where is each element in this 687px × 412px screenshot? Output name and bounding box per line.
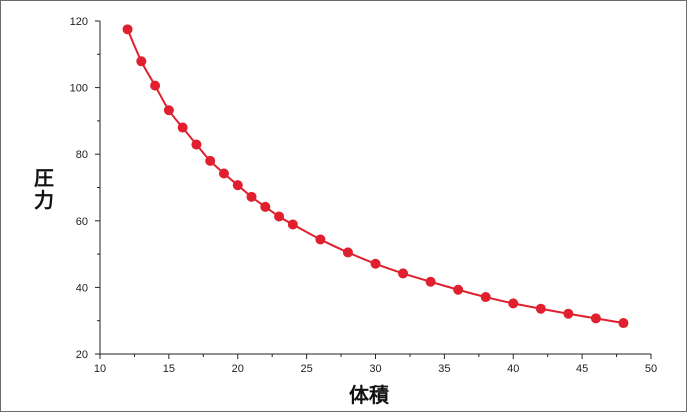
x-tick-label: 50: [645, 363, 657, 375]
data-point: [218, 168, 229, 179]
data-point: [122, 24, 133, 35]
x-tick-label: 30: [369, 363, 381, 375]
x-tick-label: 25: [301, 363, 313, 375]
y-tick-label: 100: [70, 83, 88, 95]
data-point: [260, 201, 271, 212]
plot-area: [122, 24, 629, 329]
data-point: [150, 80, 161, 91]
data-point: [425, 276, 436, 287]
x-tick-label: 15: [163, 363, 175, 375]
y-tick-label: 40: [76, 282, 88, 294]
data-point: [274, 211, 285, 222]
y-tick-label: 60: [76, 216, 88, 228]
data-point: [163, 105, 174, 116]
data-point: [370, 258, 381, 269]
data-point: [618, 318, 629, 329]
x-axis-title: 体積: [349, 383, 390, 407]
y-tick-label: 120: [70, 16, 88, 28]
axis-ticks: 10 15 20 25 30 35 40 45 50 20 40 60 80 100 120: [70, 16, 657, 375]
data-point: [563, 308, 574, 319]
y-tick-label: 80: [76, 149, 88, 161]
data-point: [535, 303, 546, 314]
data-point: [136, 56, 147, 67]
data-point: [508, 298, 519, 309]
x-tick-label: 20: [232, 363, 244, 375]
x-tick-label: 10: [94, 363, 106, 375]
x-tick-label: 35: [438, 363, 450, 375]
data-point: [480, 292, 491, 303]
data-point: [315, 234, 326, 245]
data-point: [177, 122, 188, 133]
data-point: [205, 155, 216, 166]
data-point: [191, 139, 202, 150]
data-point: [453, 284, 464, 295]
data-point: [398, 268, 409, 279]
y-axis-title: 圧力: [34, 166, 54, 212]
y-tick-label: 20: [76, 349, 88, 361]
series-line: [126, 28, 624, 325]
x-tick-label: 45: [576, 363, 588, 375]
data-point: [246, 191, 257, 202]
data-point: [232, 180, 243, 191]
data-point: [287, 219, 298, 230]
data-point: [590, 313, 601, 324]
x-tick-label: 40: [507, 363, 519, 375]
data-point: [342, 247, 353, 258]
